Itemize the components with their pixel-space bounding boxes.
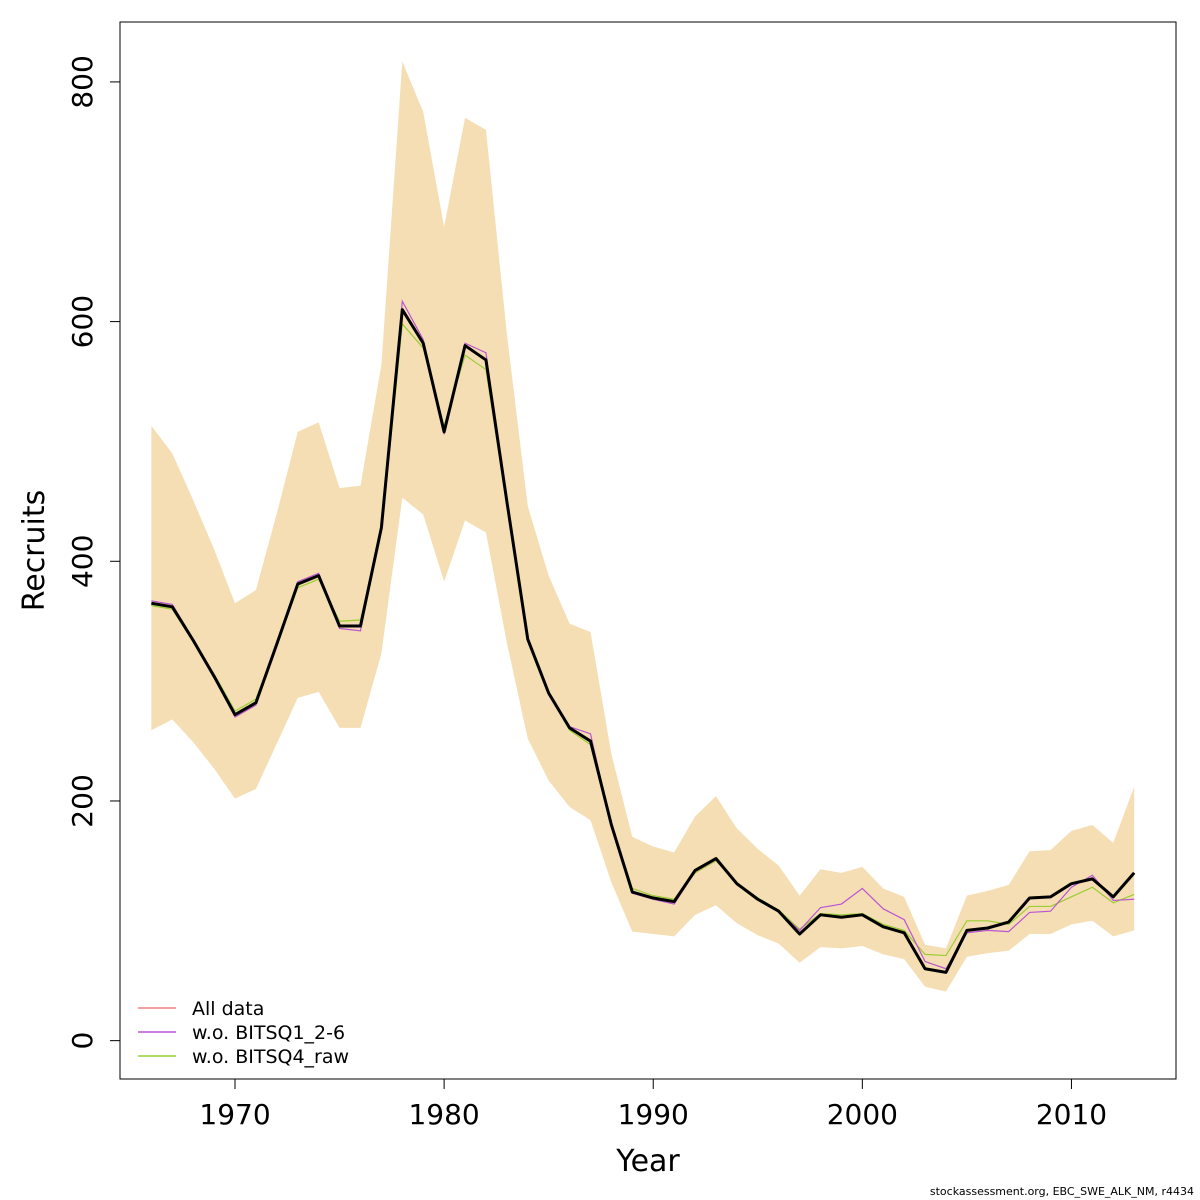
series-line-3 [151,322,1135,957]
y-tick-label: 400 [66,535,99,588]
plot-frame [119,21,1177,1080]
y-axis: 0 200 400 600 800 [66,55,120,1050]
y-tick-label: 800 [66,55,99,108]
main-estimate-line [151,308,1136,974]
x-tick-label: 1980 [408,1098,479,1131]
legend-label: w.o. BITSQ4_raw [192,1046,349,1068]
x-axis: 1970 1980 1990 2000 2010 [199,1079,1107,1131]
confidence-band-layer [151,61,1135,992]
legend-label: All data [192,998,264,1020]
x-tick-label: 1990 [618,1098,689,1131]
y-tick-label: 600 [66,295,99,348]
footer-credit: stockassessment.org, EBC_SWE_ALK_NM, r44… [929,1185,1194,1198]
y-tick-label: 0 [66,1032,99,1050]
legend-label: w.o. BITSQ1_2-6 [192,1022,345,1044]
confidence-band [151,61,1135,992]
x-axis-title: Year [615,1144,680,1179]
main-estimate-layer [151,308,1136,974]
y-axis-title: Recruits [17,490,52,612]
x-tick-label: 2000 [827,1098,898,1131]
y-tick-label: 200 [66,774,99,827]
x-tick-label: 1970 [199,1098,270,1131]
x-tick-label: 2010 [1036,1098,1107,1131]
